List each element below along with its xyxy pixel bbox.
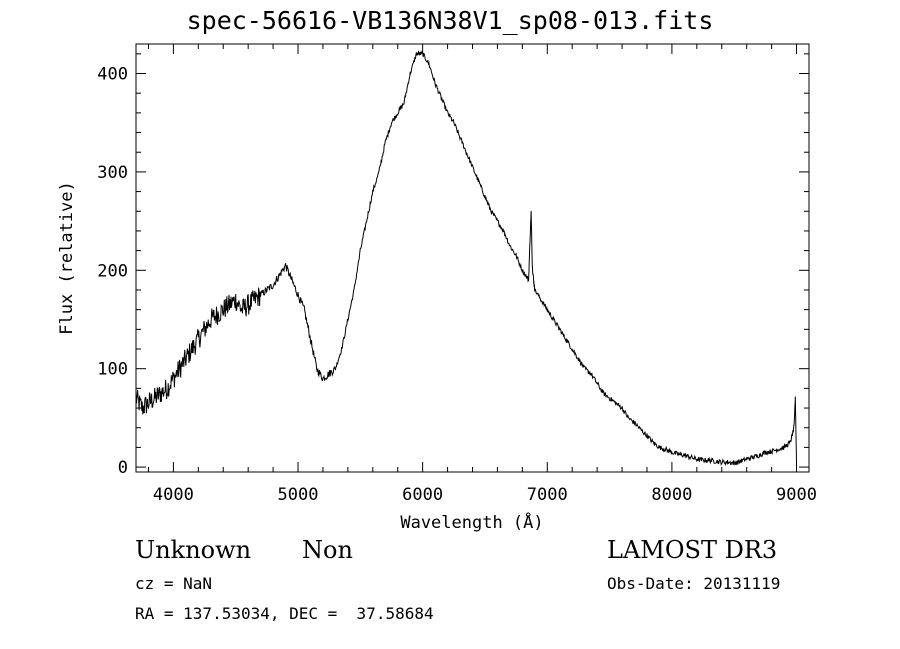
y-tick-label: 0 — [118, 458, 128, 478]
object-subclass: Non — [302, 536, 353, 564]
y-tick-label: 300 — [97, 163, 128, 183]
observation-date: Obs-Date: 20131119 — [607, 574, 781, 593]
y-tick-label: 200 — [97, 261, 128, 281]
y-axis-label: Flux (relative) — [57, 181, 77, 335]
ra-dec-coordinates: RA = 137.53034, DEC = 37.58684 — [135, 604, 434, 623]
x-tick-label: 5000 — [278, 485, 319, 505]
x-tick-label: 7000 — [527, 485, 568, 505]
axis-tick-labels: 4000 5000 6000 7000 8000 9000 0 100 200 300 400 — [97, 65, 817, 505]
x-axis-label: Wavelength (Å) — [400, 511, 543, 533]
chart-title: spec-56616-VB136N38V1_sp08-013.fits — [186, 6, 714, 35]
survey-name: LAMOST DR3 — [607, 536, 778, 564]
plot-frame — [135, 43, 810, 473]
y-tick-label: 400 — [97, 65, 128, 85]
object-class: Unknown — [135, 536, 252, 564]
x-tick-label: 8000 — [651, 485, 692, 505]
flux-spectrum-line — [135, 50, 797, 467]
redshift-cz: cz = NaN — [135, 574, 213, 593]
axis-ticks — [136, 44, 809, 472]
y-tick-label: 100 — [97, 360, 128, 380]
x-tick-label: 4000 — [153, 485, 194, 505]
x-tick-label: 6000 — [402, 485, 443, 505]
x-tick-label: 9000 — [776, 485, 817, 505]
